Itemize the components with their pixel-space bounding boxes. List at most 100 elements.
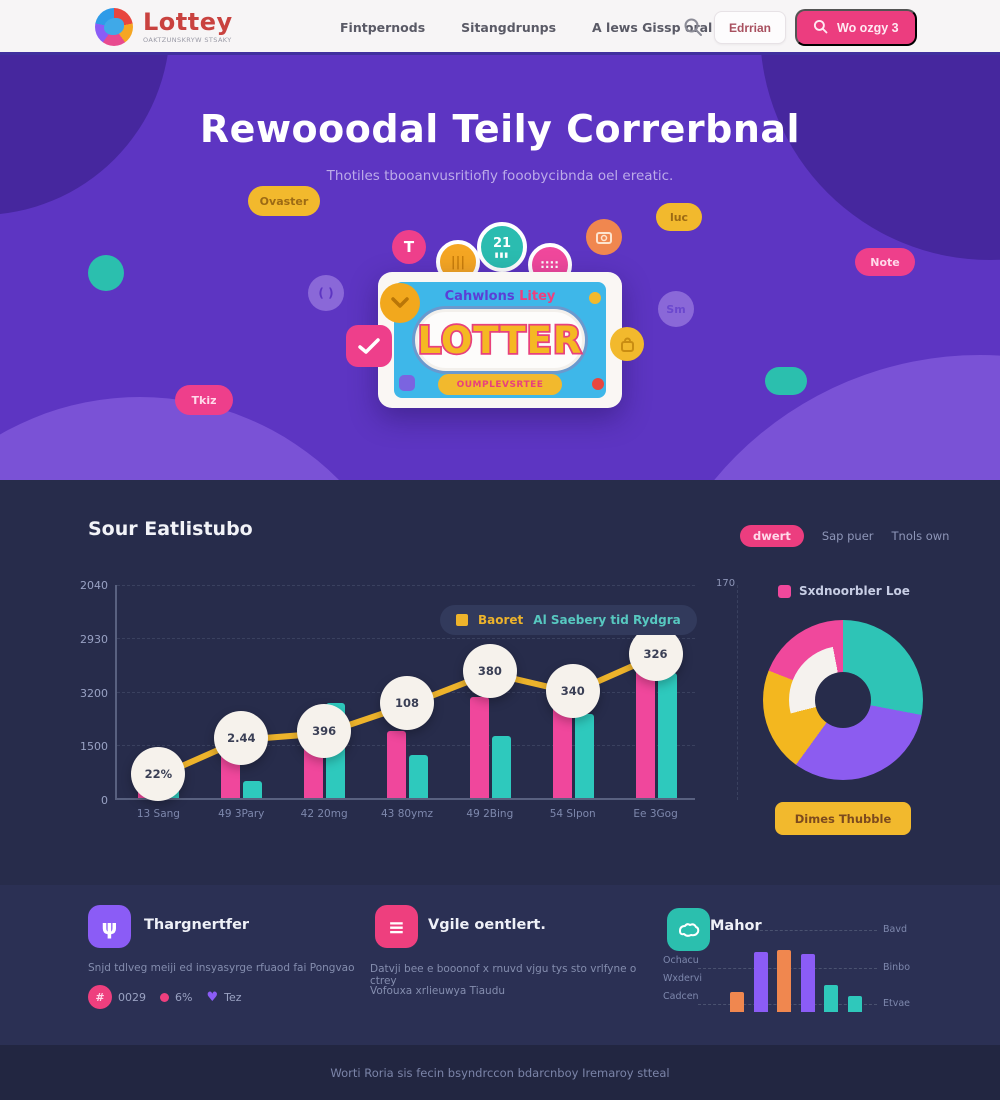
value-bubble: 2.44 — [214, 710, 269, 765]
footer-text: Worti Roria sis fecin bsyndrccon bdarcnb… — [330, 1065, 670, 1080]
photo-icon — [586, 219, 622, 255]
dashboard-title: Sour Eatlistubo — [88, 518, 253, 540]
mini-right-label-1: Bavd — [883, 924, 907, 935]
mini-bar — [730, 992, 744, 1012]
ball-bars: ▮▮▮ — [494, 250, 510, 259]
hero-pill-right-yellow: luc — [656, 203, 702, 231]
feature-3-title: Mahor — [710, 918, 762, 934]
footer: Worti Roria sis fecin bsyndrccon bdarcnb… — [0, 1045, 1000, 1100]
hero-section: Rewooodal Teily Correrbnal Thotiles tboo… — [0, 55, 1000, 480]
primary-button-label: Wo ozgy 3 — [837, 20, 899, 35]
tab-week[interactable]: dwert — [740, 525, 804, 547]
check-badge-icon — [346, 325, 392, 367]
gridline — [117, 585, 695, 586]
bar-Baoret — [635, 660, 655, 798]
feature-card-1: ψ Thargnertfer Snjd tdlveg meiji ed insy… — [88, 885, 388, 1045]
y-axis-tick: 3200 — [80, 686, 108, 700]
search-icon[interactable] — [683, 17, 703, 37]
ticket-brand-left: Cahwlons — [444, 289, 515, 304]
features-section: ψ Thargnertfer Snjd tdlveg meiji ed insy… — [0, 885, 1000, 1045]
bag-icon — [610, 327, 644, 361]
stat-coin: # 0029 — [88, 985, 146, 1009]
ticket-brand: Cahwlons Litey — [394, 289, 606, 304]
logo-icon — [95, 8, 133, 46]
mini-bar — [753, 952, 768, 1012]
value-bubble: 22% — [131, 747, 186, 802]
bar-group — [635, 660, 677, 798]
secondary-button[interactable]: Edrrian — [714, 11, 787, 44]
lottery-ticket: Cahwlons Litey LOTTER OUMPLEVSRTEE — [378, 272, 622, 408]
mini-bar-chart — [730, 925, 862, 1012]
mini-bar — [847, 996, 862, 1012]
x-axis-tick: 49 3Pary — [218, 808, 265, 820]
value-bubble: 340 — [545, 663, 600, 718]
feature-2-desc-line1: Datvji bee e booonof x rnuvd vjgu tys st… — [370, 963, 637, 987]
mini-right-label-3: Etvae — [883, 998, 911, 1009]
psi-icon: ψ — [88, 905, 131, 948]
handshake-icon — [667, 908, 710, 951]
decor-yellow-dot — [589, 292, 601, 304]
y-axis-tick: 0 — [101, 794, 108, 807]
ticket-brand-right: Litey — [519, 289, 556, 304]
chevron-down-icon — [380, 283, 420, 323]
hero-pill-right-pink: Note — [855, 248, 915, 276]
value-bubble: 380 — [462, 644, 517, 699]
chart-legend: Baoret Al Saebery tid Rydgra — [440, 605, 697, 635]
divider-axis-label: 170 — [716, 578, 736, 589]
feature-2-title: Vgile oentlert. — [428, 917, 546, 933]
feature-1-desc: Snjd tdlveg meiji ed insyasyrge rfuaod f… — [88, 962, 355, 974]
mini-bar — [777, 950, 792, 1012]
gridline — [117, 638, 695, 640]
bar-Saebery — [491, 735, 511, 798]
search-icon-small — [813, 19, 828, 37]
hero-pill-left-pink: Tkiz — [175, 385, 233, 415]
logo[interactable]: Lottey OAKTZUNSKRYW STSAKY — [95, 8, 233, 46]
decor-teal-circle-left — [88, 255, 124, 291]
hero-title: Rewooodal Teily Correrbnal — [199, 107, 801, 151]
tab-month[interactable]: Sap puer — [821, 529, 874, 543]
logo-name: Lottey — [143, 8, 233, 37]
stat-dot-label: 6% — [175, 990, 193, 1004]
decor-blob-top-right — [760, 55, 1000, 260]
decor-purple-circle-left: ( ) — [308, 275, 344, 311]
nav-item-2[interactable]: Sitangdrunps — [461, 20, 557, 35]
mini-bar — [800, 954, 815, 1012]
donut-action-button[interactable]: Dimes Thubble — [775, 802, 911, 835]
mini-right-label-2: Binbo — [883, 962, 911, 973]
feature-2-desc-line2: Vofouxa xrlieuwya Tiaudu — [370, 985, 506, 997]
value-bubble: 396 — [297, 704, 352, 759]
feature-1-stats: # 0029 6% ♥ Tez — [88, 985, 242, 1009]
x-axis-tick: 54 Slpon — [549, 808, 596, 820]
legend-bar-swatch — [456, 614, 468, 626]
menu-lines-icon: ≡ — [375, 905, 418, 948]
stat-dot: 6% — [160, 991, 192, 1004]
lottery-ball-teal: 21 ▮▮▮ — [477, 222, 527, 272]
gridline — [117, 744, 695, 746]
range-tabs: dwert Sap puer Tnols own — [740, 525, 949, 547]
coin-icon: # — [88, 985, 112, 1009]
bar-Saebery — [574, 714, 594, 798]
bar-Baoret — [469, 696, 489, 798]
decor-purple-circle-right: Sm — [658, 291, 694, 327]
stat-coin-label: 0029 — [118, 990, 146, 1004]
y-axis-tick: 2040 — [80, 579, 108, 592]
donut-hole — [815, 672, 871, 728]
hero-subtitle: Thotiles tbooanvusritiofly fooobycibnda … — [326, 168, 674, 184]
tab-year[interactable]: Tnols own — [891, 529, 950, 543]
bar-Saebery — [243, 780, 263, 798]
ticket-panel: Cahwlons Litey LOTTER OUMPLEVSRTEE — [394, 282, 606, 398]
nav-item-1[interactable]: Fintpernods — [340, 20, 426, 35]
logo-tagline: OAKTZUNSKRYW STSAKY — [143, 36, 232, 45]
primary-button[interactable]: Wo ozgy 3 — [795, 9, 917, 46]
x-axis-tick: 42 20mg — [300, 808, 348, 820]
bar-Baoret — [387, 731, 406, 798]
donut-legend-label: Sxdnoorbler Loe — [799, 584, 910, 598]
stat-heart-label: Tez — [224, 990, 242, 1004]
donut-legend-swatch — [778, 584, 791, 598]
feature-card-3: Mahor Ochacu Wxdervi Cadcen Bavd Binbo E… — [655, 885, 1000, 1045]
stat-heart: ♥ Tez — [206, 990, 241, 1005]
feature-1-title: Thargnertfer — [144, 917, 250, 933]
ticket-dot-purple — [399, 375, 415, 391]
mini-left-label-1: Ochacu — [663, 955, 699, 966]
legend-bar-label: Baoret — [478, 613, 524, 627]
